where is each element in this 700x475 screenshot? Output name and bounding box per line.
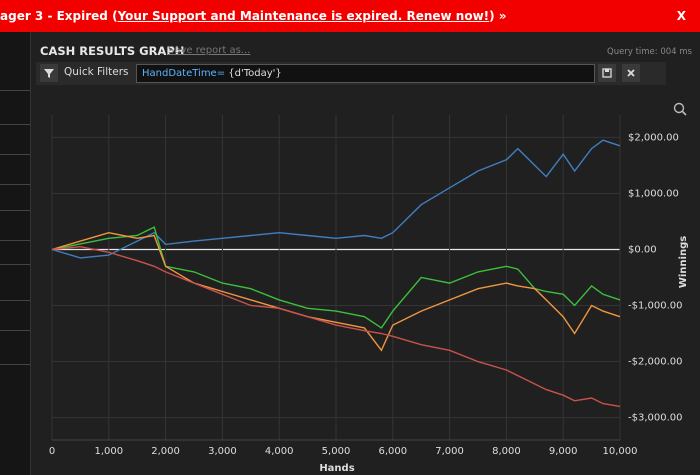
sidebar-divider: [0, 240, 30, 241]
series-line: [51, 139, 621, 259]
series-line: [51, 226, 621, 329]
y-tick-label: $1,000.00: [628, 188, 679, 199]
x-tick-label: 6,000: [378, 446, 407, 457]
report-panel: CASH RESULTS GRAPH Save report as... Que…: [31, 32, 700, 475]
x-tick-label: 3,000: [208, 446, 237, 457]
filter-value: {d'Today'}: [225, 68, 282, 79]
y-axis-title: Winnings: [678, 236, 689, 288]
x-tick-label: 7,000: [435, 446, 464, 457]
save-filter-button[interactable]: [598, 64, 616, 82]
sidebar-divider: [0, 364, 30, 365]
filter-field: HandDateTime=: [142, 68, 226, 79]
y-tick-label: -$1,000.00: [628, 301, 683, 312]
sidebar-divider: [0, 90, 30, 91]
banner-message: ager 3 - Expired (Your Support and Maint…: [0, 9, 507, 23]
sidebar-divider: [0, 124, 30, 125]
sidebar-divider: [0, 330, 30, 331]
banner-prefix: ager 3 - Expired (: [0, 9, 118, 23]
x-axis-title: Hands: [319, 463, 354, 474]
clear-filter-button[interactable]: [622, 64, 640, 82]
zoom-icon[interactable]: [673, 102, 685, 114]
query-time: Query time: 004 ms: [607, 47, 692, 57]
quick-filters-label[interactable]: Quick Filters: [64, 66, 129, 78]
zoom-icon-handle: [681, 110, 687, 116]
x-tick-label: 2,000: [151, 446, 180, 457]
y-tick-label: -$2,000.00: [628, 357, 683, 368]
expiry-banner: ager 3 - Expired (Your Support and Maint…: [0, 0, 700, 32]
sidebar: [0, 32, 31, 475]
x-tick-label: 4,000: [265, 446, 294, 457]
x-tick-label: 10,000: [603, 446, 638, 457]
sidebar-divider: [0, 264, 30, 265]
y-tick-label: $2,000.00: [628, 132, 679, 143]
x-tick-label: 0: [49, 446, 55, 457]
sidebar-divider: [0, 210, 30, 211]
banner-suffix: ): [489, 9, 495, 23]
renew-link[interactable]: Your Support and Maintenance is expired.…: [117, 9, 490, 23]
filter-input[interactable]: HandDateTime= {d'Today'}: [136, 64, 595, 83]
save-report-link[interactable]: Save report as...: [168, 45, 251, 56]
x-tick-label: 1,000: [94, 446, 123, 457]
sidebar-divider: [0, 184, 30, 185]
sidebar-divider: [0, 154, 30, 155]
report-title: CASH RESULTS GRAPH: [40, 44, 185, 58]
y-tick-label: $0.00: [628, 244, 657, 255]
x-tick-label: 9,000: [549, 446, 578, 457]
close-banner[interactable]: X: [676, 9, 686, 23]
filter-bar: Quick Filters HandDateTime= {d'Today'}: [36, 62, 666, 85]
filter-icon[interactable]: [40, 64, 58, 82]
sidebar-divider: [0, 300, 30, 301]
series-line: [51, 245, 621, 408]
x-tick-label: 8,000: [492, 446, 521, 457]
x-tick-label: 5,000: [322, 446, 351, 457]
series-line: [51, 231, 621, 352]
y-tick-label: -$3,000.00: [628, 413, 683, 424]
